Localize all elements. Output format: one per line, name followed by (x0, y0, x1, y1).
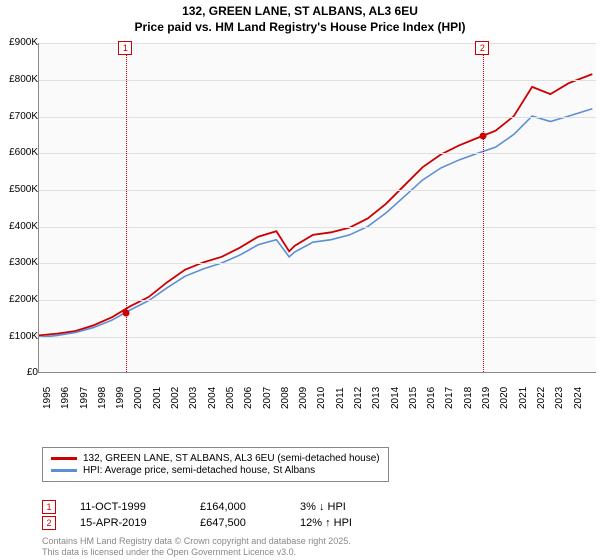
xtick-label: 2024 (573, 379, 584, 409)
xtick-label: 2005 (225, 379, 236, 409)
gridline-h (39, 263, 596, 264)
gridline-h (39, 153, 596, 154)
xtick-label: 2001 (152, 379, 163, 409)
xtick-label: 2022 (536, 379, 547, 409)
ytick-label: £400K (0, 222, 38, 232)
xtick-label: 2018 (463, 379, 474, 409)
xtick-label: 2023 (554, 379, 565, 409)
sale-date-1: 11-OCT-1999 (80, 501, 200, 513)
chart-plot-area (38, 43, 596, 373)
sale-row-1: 1 11-OCT-1999 £164,000 3% ↓ HPI (42, 500, 400, 514)
ytick-label: £300K (0, 258, 38, 268)
footer-line-2: This data is licensed under the Open Gov… (42, 547, 351, 558)
marker-box-1: 2 (475, 41, 489, 55)
xtick-label: 2002 (170, 379, 181, 409)
marker-dot-1 (480, 132, 487, 139)
series-line-1 (39, 109, 592, 338)
xtick-label: 2000 (133, 379, 144, 409)
series-line-0 (39, 74, 592, 335)
title-line-1: 132, GREEN LANE, ST ALBANS, AL3 6EU (0, 4, 600, 20)
xtick-label: 2019 (481, 379, 492, 409)
sale-date-2: 15-APR-2019 (80, 517, 200, 529)
ytick-label: £800K (0, 75, 38, 85)
sale-row-2: 2 15-APR-2019 £647,500 12% ↑ HPI (42, 516, 400, 530)
gridline-h (39, 337, 596, 338)
xtick-label: 1997 (79, 379, 90, 409)
xtick-label: 2010 (316, 379, 327, 409)
sale-marker-1: 1 (42, 500, 56, 514)
xtick-label: 2021 (518, 379, 529, 409)
xtick-label: 2020 (499, 379, 510, 409)
ytick-label: £500K (0, 185, 38, 195)
legend-swatch-0 (51, 457, 77, 460)
gridline-h (39, 190, 596, 191)
sales-table: 1 11-OCT-1999 £164,000 3% ↓ HPI 2 15-APR… (42, 498, 400, 532)
xtick-label: 1999 (115, 379, 126, 409)
ytick-label: £200K (0, 295, 38, 305)
ytick-label: £900K (0, 38, 38, 48)
xtick-label: 2008 (280, 379, 291, 409)
gridline-h (39, 117, 596, 118)
xtick-label: 2012 (353, 379, 364, 409)
marker-dot-0 (123, 310, 130, 317)
gridline-h (39, 300, 596, 301)
ytick-label: £100K (0, 332, 38, 342)
xtick-label: 2015 (408, 379, 419, 409)
xtick-label: 2003 (188, 379, 199, 409)
xtick-label: 1995 (42, 379, 53, 409)
marker-vline-0 (126, 43, 127, 372)
gridline-h (39, 80, 596, 81)
chart-title-block: 132, GREEN LANE, ST ALBANS, AL3 6EU Pric… (0, 0, 600, 37)
xtick-label: 2016 (426, 379, 437, 409)
xtick-label: 1998 (97, 379, 108, 409)
marker-vline-1 (483, 43, 484, 372)
xtick-label: 2014 (390, 379, 401, 409)
xtick-label: 2009 (298, 379, 309, 409)
sale-price-2: £647,500 (200, 517, 300, 529)
xtick-label: 2011 (335, 379, 346, 409)
sale-pct-1: 3% ↓ HPI (300, 501, 400, 513)
title-line-2: Price paid vs. HM Land Registry's House … (0, 20, 600, 36)
ytick-label: £0 (0, 368, 38, 378)
chart-wrap: £0 £100K £200K £300K £400K £500K £600K £700K £80… (0, 37, 600, 427)
xtick-label: 2013 (371, 379, 382, 409)
gridline-h (39, 227, 596, 228)
footer-line-1: Contains HM Land Registry data © Crown c… (42, 536, 351, 547)
sale-pct-2: 12% ↑ HPI (300, 517, 400, 529)
ytick-label: £600K (0, 148, 38, 158)
legend-label-1: HPI: Average price, semi-detached house,… (83, 465, 315, 476)
legend-item-1: HPI: Average price, semi-detached house,… (51, 465, 380, 476)
legend-swatch-1 (51, 469, 77, 472)
xtick-label: 2004 (207, 379, 218, 409)
ytick-label: £700K (0, 112, 38, 122)
xtick-label: 1996 (60, 379, 71, 409)
marker-box-0: 1 (118, 41, 132, 55)
xtick-label: 2007 (262, 379, 273, 409)
legend-item-0: 132, GREEN LANE, ST ALBANS, AL3 6EU (sem… (51, 453, 380, 464)
sale-price-1: £164,000 (200, 501, 300, 513)
legend-box: 132, GREEN LANE, ST ALBANS, AL3 6EU (sem… (42, 447, 389, 482)
chart-lines-svg (39, 43, 596, 372)
xtick-label: 2017 (444, 379, 455, 409)
legend-label-0: 132, GREEN LANE, ST ALBANS, AL3 6EU (sem… (83, 453, 380, 464)
sale-marker-2: 2 (42, 516, 56, 530)
xtick-label: 2006 (243, 379, 254, 409)
footer-attribution: Contains HM Land Registry data © Crown c… (42, 536, 351, 558)
